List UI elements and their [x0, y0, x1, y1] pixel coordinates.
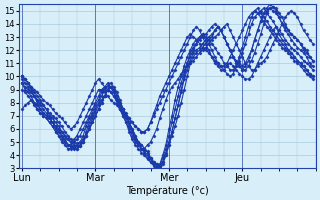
X-axis label: Température (°c): Température (°c): [126, 185, 209, 196]
